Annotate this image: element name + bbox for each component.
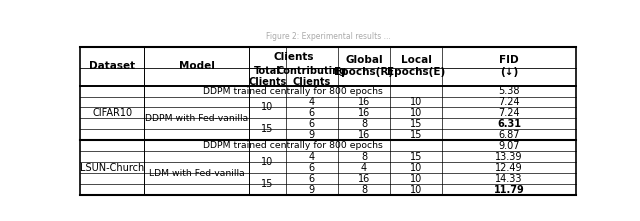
Text: Clients: Clients bbox=[273, 52, 314, 62]
Text: 16: 16 bbox=[358, 173, 370, 184]
Text: 8: 8 bbox=[361, 119, 367, 129]
Text: LDM with Fed-vanilla: LDM with Fed-vanilla bbox=[148, 169, 244, 178]
Text: 10: 10 bbox=[410, 173, 422, 184]
Text: DDPM trained centrally for 800 epochs: DDPM trained centrally for 800 epochs bbox=[204, 87, 383, 95]
Text: Figure 2: Experimental results ...: Figure 2: Experimental results ... bbox=[266, 32, 390, 41]
Text: 10: 10 bbox=[410, 97, 422, 107]
Text: 4: 4 bbox=[361, 163, 367, 173]
Text: Contributing
Clients: Contributing Clients bbox=[277, 66, 347, 87]
Text: 6: 6 bbox=[309, 119, 315, 129]
Text: CIFAR10: CIFAR10 bbox=[92, 108, 132, 118]
Text: Local
Epochs(E): Local Epochs(E) bbox=[387, 55, 445, 77]
Text: 7.24: 7.24 bbox=[498, 108, 520, 118]
Text: 16: 16 bbox=[358, 130, 370, 140]
Text: 16: 16 bbox=[358, 108, 370, 118]
Text: LSUN-Church: LSUN-Church bbox=[80, 163, 145, 173]
Text: DDPM with Fed-vanilla: DDPM with Fed-vanilla bbox=[145, 114, 248, 123]
Text: 10: 10 bbox=[410, 163, 422, 173]
Text: 9.07: 9.07 bbox=[499, 141, 520, 151]
Text: 6: 6 bbox=[309, 108, 315, 118]
Text: 4: 4 bbox=[309, 97, 315, 107]
Text: DDPM trained centrally for 800 epochs: DDPM trained centrally for 800 epochs bbox=[204, 141, 383, 150]
Text: 15: 15 bbox=[410, 130, 422, 140]
Text: 10: 10 bbox=[261, 103, 273, 112]
Text: 9: 9 bbox=[309, 130, 315, 140]
Text: 9: 9 bbox=[309, 185, 315, 194]
Text: Model: Model bbox=[179, 61, 214, 71]
Text: 15: 15 bbox=[410, 152, 422, 162]
Text: 14.33: 14.33 bbox=[495, 173, 523, 184]
Text: 6.87: 6.87 bbox=[499, 130, 520, 140]
Text: 15: 15 bbox=[410, 119, 422, 129]
Text: 10: 10 bbox=[261, 157, 273, 167]
Text: 13.39: 13.39 bbox=[495, 152, 523, 162]
Text: 7.24: 7.24 bbox=[498, 97, 520, 107]
Text: 4: 4 bbox=[309, 152, 315, 162]
Text: Dataset: Dataset bbox=[89, 61, 135, 71]
Text: 5.38: 5.38 bbox=[499, 86, 520, 96]
Text: Global
Epochs(R): Global Epochs(R) bbox=[334, 55, 394, 77]
Text: 6: 6 bbox=[309, 163, 315, 173]
Text: 16: 16 bbox=[358, 97, 370, 107]
Text: 10: 10 bbox=[410, 185, 422, 194]
Text: FID
(↓): FID (↓) bbox=[499, 55, 519, 77]
Text: 10: 10 bbox=[410, 108, 422, 118]
Text: 6: 6 bbox=[309, 173, 315, 184]
Text: 11.79: 11.79 bbox=[493, 185, 524, 194]
Text: 15: 15 bbox=[261, 179, 273, 189]
Text: 8: 8 bbox=[361, 185, 367, 194]
Text: 8: 8 bbox=[361, 152, 367, 162]
Text: Total
Clients: Total Clients bbox=[248, 66, 286, 87]
Text: 12.49: 12.49 bbox=[495, 163, 523, 173]
Text: 15: 15 bbox=[261, 124, 273, 134]
Text: 6.31: 6.31 bbox=[497, 119, 521, 129]
